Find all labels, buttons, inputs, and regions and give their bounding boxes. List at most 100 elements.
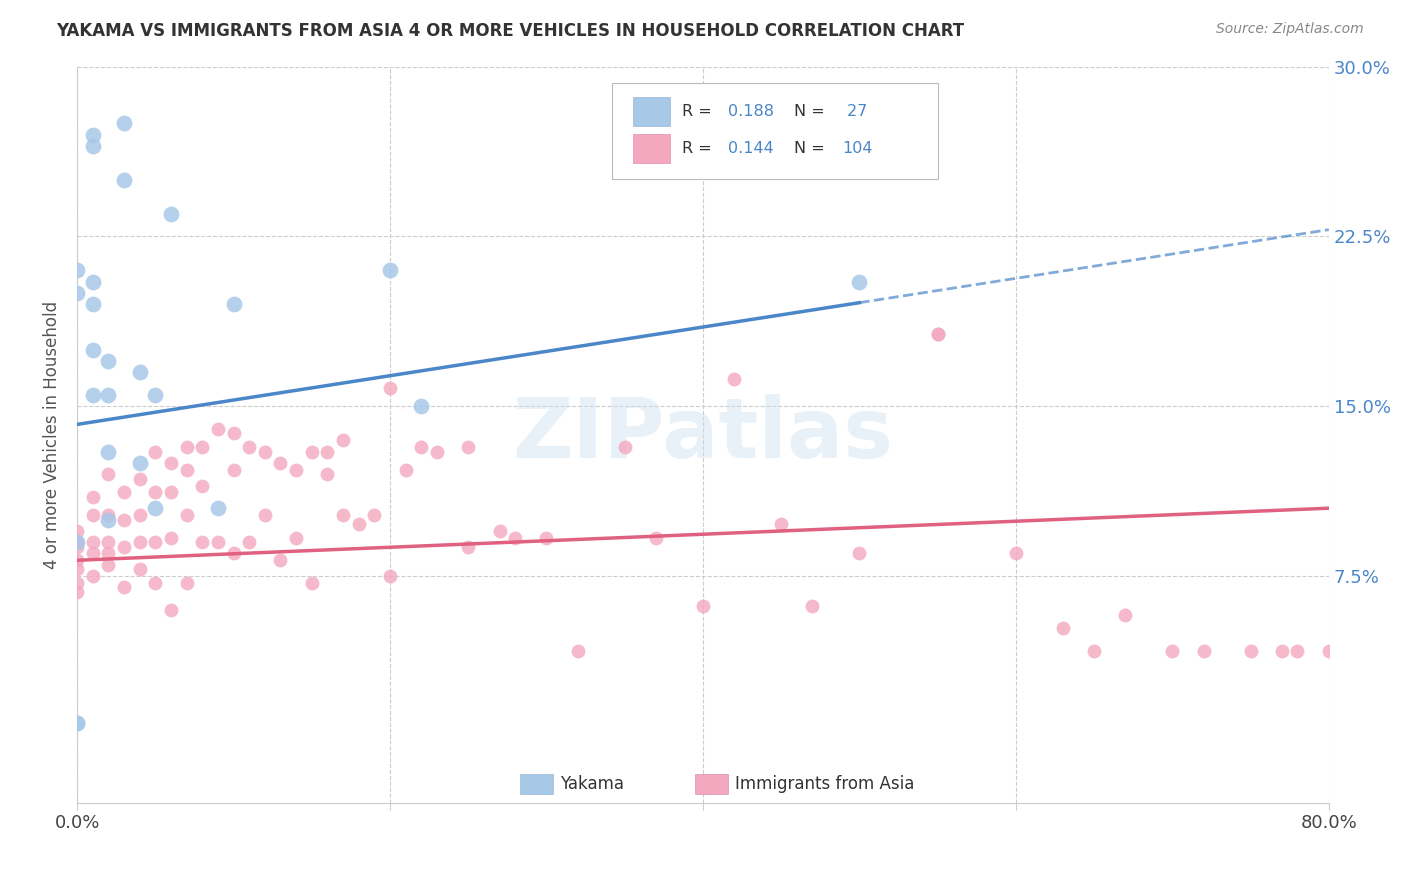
Point xyxy=(692,599,714,613)
FancyBboxPatch shape xyxy=(612,83,938,179)
Point xyxy=(97,547,120,561)
Point xyxy=(801,599,824,613)
Point xyxy=(97,508,120,522)
Point xyxy=(112,173,135,187)
Point xyxy=(927,326,949,341)
Point xyxy=(411,399,433,413)
Point xyxy=(97,558,120,572)
Point xyxy=(66,716,89,731)
Point xyxy=(191,440,214,454)
Point xyxy=(112,581,135,595)
Point xyxy=(66,286,89,301)
Point xyxy=(112,512,135,526)
Point xyxy=(1161,644,1184,658)
Text: YAKAMA VS IMMIGRANTS FROM ASIA 4 OR MORE VEHICLES IN HOUSEHOLD CORRELATION CHART: YAKAMA VS IMMIGRANTS FROM ASIA 4 OR MORE… xyxy=(56,22,965,40)
Point xyxy=(160,603,183,617)
Point xyxy=(457,440,479,454)
Point xyxy=(143,444,166,458)
Point xyxy=(128,365,150,379)
Point xyxy=(176,463,198,477)
Point xyxy=(207,501,229,516)
Point xyxy=(97,444,120,458)
Point xyxy=(927,326,949,341)
Point xyxy=(82,128,104,142)
Point xyxy=(82,275,104,289)
Text: ZIPatlas: ZIPatlas xyxy=(512,394,893,475)
Point xyxy=(143,535,166,549)
Point xyxy=(536,531,558,545)
Point xyxy=(66,716,89,731)
Text: 0.144: 0.144 xyxy=(728,141,773,156)
Point xyxy=(66,535,89,549)
Point xyxy=(82,490,104,504)
Point xyxy=(160,456,183,470)
Y-axis label: 4 or more Vehicles in Household: 4 or more Vehicles in Household xyxy=(44,301,60,569)
Point xyxy=(347,516,370,531)
Point xyxy=(332,434,354,448)
Point xyxy=(82,547,104,561)
Point xyxy=(82,508,104,522)
Point xyxy=(378,569,401,583)
Text: 0.188: 0.188 xyxy=(728,104,773,119)
Point xyxy=(503,531,526,545)
Point xyxy=(222,426,245,441)
Point xyxy=(426,444,449,458)
Point xyxy=(128,535,150,549)
Point xyxy=(395,463,418,477)
Point xyxy=(160,531,183,545)
Point xyxy=(191,478,214,492)
Point xyxy=(269,553,291,567)
Point xyxy=(66,585,89,599)
Point xyxy=(332,508,354,522)
FancyBboxPatch shape xyxy=(520,774,553,795)
Point xyxy=(1114,607,1136,622)
Text: N =: N = xyxy=(794,141,830,156)
FancyBboxPatch shape xyxy=(696,774,728,795)
Point xyxy=(176,440,198,454)
Point xyxy=(238,535,260,549)
Point xyxy=(301,576,323,591)
Point xyxy=(97,354,120,368)
Point xyxy=(82,388,104,402)
Point xyxy=(112,116,135,130)
Point xyxy=(66,553,89,567)
Point xyxy=(128,456,150,470)
Point xyxy=(82,569,104,583)
Point xyxy=(269,456,291,470)
Point xyxy=(112,540,135,554)
Text: 27: 27 xyxy=(842,104,868,119)
Point xyxy=(66,562,89,576)
Text: Immigrants from Asia: Immigrants from Asia xyxy=(735,775,915,793)
Point xyxy=(253,444,276,458)
Point xyxy=(316,467,339,482)
Point xyxy=(66,263,89,277)
Point xyxy=(207,535,229,549)
Point xyxy=(770,516,793,531)
Point xyxy=(1192,644,1215,658)
Point xyxy=(363,508,385,522)
Point xyxy=(316,444,339,458)
Point xyxy=(82,535,104,549)
Point xyxy=(567,644,589,658)
Point xyxy=(411,440,433,454)
FancyBboxPatch shape xyxy=(633,96,671,126)
Point xyxy=(723,372,745,386)
Point xyxy=(82,343,104,357)
Point xyxy=(160,207,183,221)
Point xyxy=(66,576,89,591)
Point xyxy=(66,524,89,538)
Text: 104: 104 xyxy=(842,141,872,156)
Point xyxy=(176,508,198,522)
Point xyxy=(613,440,636,454)
Point xyxy=(253,508,276,522)
Point xyxy=(160,485,183,500)
Point xyxy=(848,547,870,561)
Point xyxy=(1286,644,1309,658)
Point xyxy=(222,297,245,311)
Text: Yakama: Yakama xyxy=(560,775,624,793)
Text: R =: R = xyxy=(682,104,717,119)
Point xyxy=(143,501,166,516)
Point xyxy=(1005,547,1028,561)
Point xyxy=(285,463,308,477)
Point xyxy=(1317,644,1340,658)
